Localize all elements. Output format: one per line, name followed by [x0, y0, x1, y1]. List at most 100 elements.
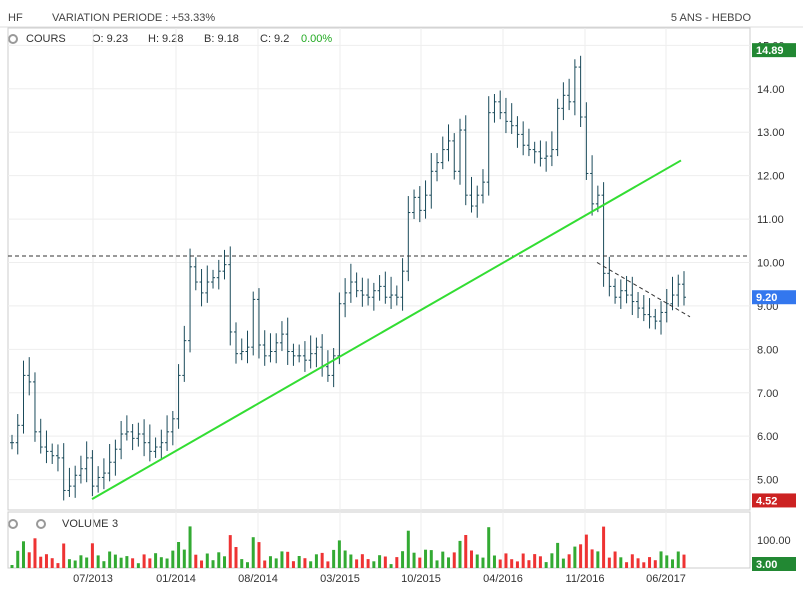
- volume-bar: [596, 551, 600, 568]
- max-price-tag: 14.89: [756, 45, 784, 57]
- volume-bar: [619, 557, 623, 568]
- volume-bar: [378, 555, 382, 568]
- volume-bar: [625, 562, 629, 568]
- volume-bar: [504, 553, 508, 568]
- volume-bar: [62, 543, 66, 568]
- volume-bar: [343, 550, 347, 568]
- y-tick-label: 6.00: [757, 431, 778, 443]
- period-label: 5 ANS - HEBDO: [670, 12, 751, 24]
- x-tick-label: 07/2013: [73, 573, 113, 585]
- y-tick-label: 13.00: [757, 127, 785, 139]
- gear-icon[interactable]: [36, 519, 46, 529]
- volume-bar: [648, 557, 652, 568]
- volume-bar: [320, 552, 324, 568]
- volume-bar: [39, 556, 43, 568]
- series-name: COURS: [26, 33, 66, 45]
- volume-bar: [458, 540, 462, 568]
- volume-bar: [108, 551, 112, 568]
- volume-bar: [332, 549, 336, 568]
- volume-bar: [481, 557, 485, 568]
- x-tick-label: 08/2014: [238, 573, 278, 585]
- volume-bar: [383, 556, 387, 568]
- volume-bar: [21, 541, 25, 568]
- volume-bar: [630, 554, 634, 568]
- x-tick-label: 06/2017: [646, 573, 686, 585]
- low-value: B: 9.18: [204, 33, 239, 45]
- volume-bar: [154, 553, 158, 568]
- volume-bar: [435, 560, 439, 568]
- volume-bar: [326, 561, 330, 568]
- volume-bar: [27, 552, 31, 568]
- volume-label: VOLUME: [62, 518, 109, 530]
- volume-bar: [263, 560, 267, 568]
- volume-bar: [556, 542, 560, 568]
- volume-bar: [268, 556, 272, 568]
- volume-bar: [349, 554, 353, 568]
- volume-bar: [309, 561, 313, 568]
- min-price-tag-bg: [752, 493, 796, 508]
- volume-bar: [73, 560, 77, 568]
- volume-bar: [223, 556, 227, 568]
- gear-icon[interactable]: [8, 34, 18, 44]
- volume-bar: [165, 558, 169, 568]
- volume-bar: [274, 558, 278, 568]
- high-value: H: 9.28: [148, 33, 184, 45]
- volume-bar: [142, 554, 146, 568]
- volume-bar: [159, 557, 163, 568]
- symbol-label: HF: [8, 12, 23, 24]
- y-tick-label: 12.00: [757, 171, 785, 183]
- volume-bar: [573, 546, 577, 568]
- volume-bar: [200, 560, 204, 568]
- volume-bar: [665, 555, 669, 568]
- volume-bar: [211, 560, 215, 568]
- volume-tick-label: 100.00: [757, 535, 791, 547]
- volume-bar: [280, 551, 284, 568]
- volume-bar: [67, 559, 71, 568]
- volume-bar: [579, 544, 583, 568]
- volume-bar: [314, 554, 318, 568]
- volume-bar: [538, 556, 542, 568]
- volume-bar: [217, 552, 221, 568]
- zoom-icon[interactable]: [8, 519, 18, 529]
- volume-bar: [188, 526, 192, 568]
- volume-bar: [521, 553, 525, 568]
- volume-bar: [602, 526, 606, 568]
- y-tick-label: 5.00: [757, 475, 778, 487]
- last-price-tag: 9.20: [756, 292, 777, 304]
- x-tick-label: 03/2015: [320, 573, 360, 585]
- volume-bar: [177, 542, 181, 568]
- volume-bar: [636, 558, 640, 568]
- volume-bar: [131, 558, 135, 568]
- volume-bar: [527, 560, 531, 568]
- volume-bar: [469, 550, 473, 568]
- volume-bar: [33, 538, 37, 568]
- volume-bar: [561, 558, 565, 568]
- volume-bar: [251, 537, 255, 568]
- volume-bar: [515, 561, 519, 568]
- volume-bar: [240, 559, 244, 568]
- volume-bar: [44, 554, 48, 568]
- volume-bar: [366, 559, 370, 568]
- open-value: O: 9.23: [92, 33, 129, 45]
- volume-bar: [475, 554, 479, 568]
- volume-bar: [642, 562, 646, 568]
- volume-bar: [590, 549, 594, 568]
- volume-bar: [297, 556, 301, 568]
- volume-bar: [16, 550, 20, 568]
- volume-bar: [510, 559, 514, 568]
- volume-bar: [355, 559, 359, 568]
- volume-bar: [56, 563, 60, 568]
- volume-bar: [194, 554, 198, 568]
- volume-bar: [395, 557, 399, 568]
- volume-bar: [182, 549, 186, 568]
- volume-bar: [389, 564, 393, 568]
- y-tick-label: 8.00: [757, 344, 778, 356]
- volume-last-tag-bg: [752, 557, 796, 571]
- volume-bar: [447, 557, 451, 568]
- volume-bar: [228, 535, 232, 568]
- volume-bar: [441, 551, 445, 568]
- volume-bar: [85, 557, 89, 568]
- volume-bar: [406, 530, 410, 568]
- volume-bar: [234, 547, 238, 568]
